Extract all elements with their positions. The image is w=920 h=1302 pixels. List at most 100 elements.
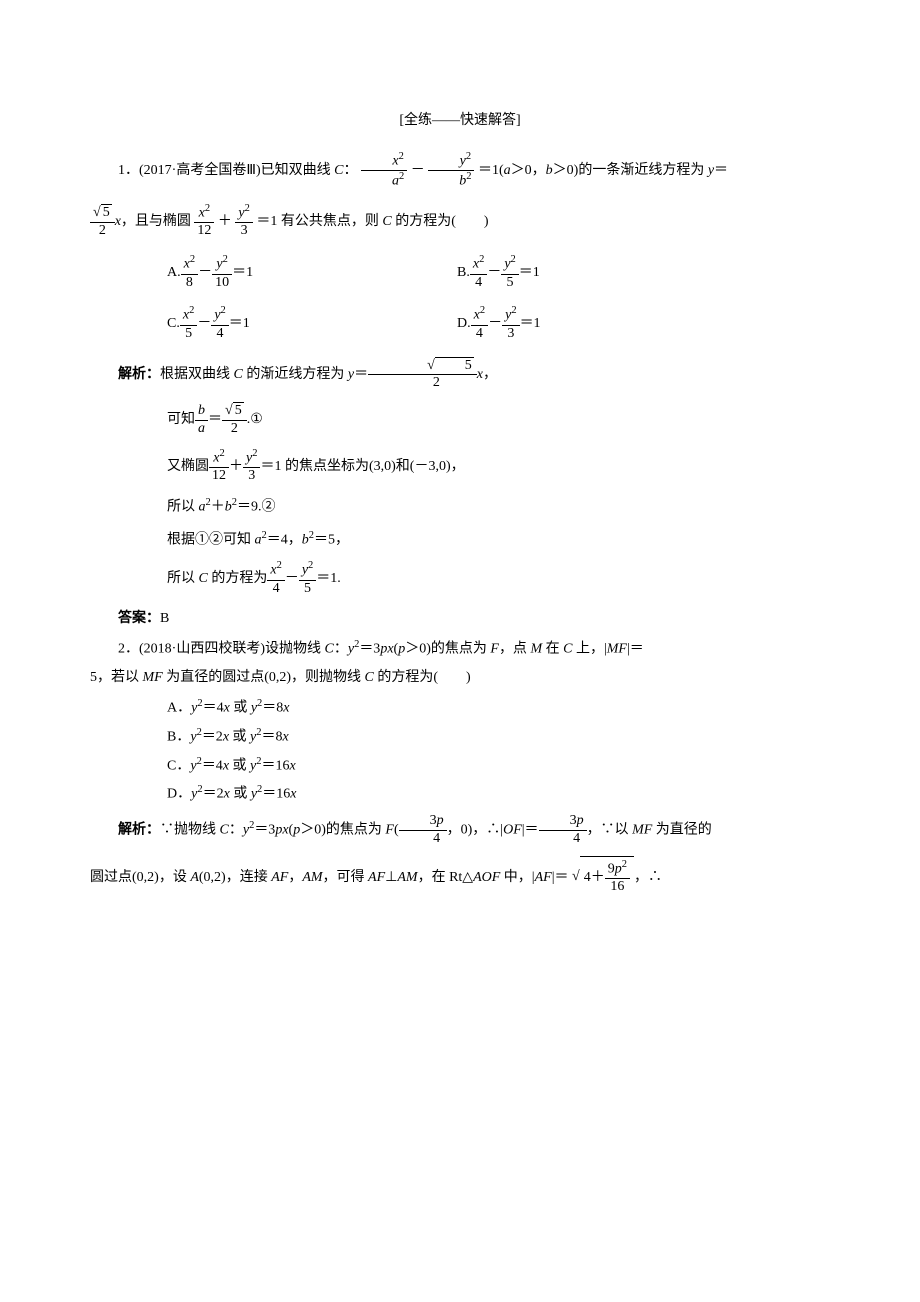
var-C: C: [234, 367, 243, 382]
var-x: x: [283, 701, 289, 716]
q2-stem-line1: 2．(2018·山西四校联考)设抛物线 C：y2＝3px(p＞0)的焦点为 F，…: [90, 637, 830, 660]
opt-C: C.x25－y24＝1: [167, 305, 457, 342]
text: ＝8: [262, 730, 283, 745]
var-px: px: [275, 822, 288, 837]
text: |＝: [552, 869, 569, 884]
text: ，点: [499, 641, 531, 656]
eq: ＝1: [232, 265, 253, 280]
text: ，: [288, 869, 302, 884]
text: ，在 Rt△: [418, 869, 474, 884]
text: 上，|: [572, 641, 606, 656]
opt-B: B.x24－y25＝1: [457, 254, 540, 291]
text: ⊥: [385, 869, 397, 884]
frac: x212: [209, 448, 229, 485]
var-MF: MF: [143, 670, 163, 685]
var-a: a: [504, 163, 511, 178]
text: ，∵以: [587, 822, 633, 837]
opt-label: C.: [167, 316, 180, 331]
opt-D: D.x24－y23＝1: [457, 305, 541, 342]
text: ＝2: [202, 730, 223, 745]
minus: －: [487, 265, 501, 280]
q2-stem-line2: 5，若以 MF 为直径的圆过点(0,2)，则抛物线 C 的方程为( ): [90, 667, 830, 688]
text: ＋: [211, 500, 225, 515]
var-AF: AF: [271, 869, 288, 884]
opt-label: B.: [457, 265, 470, 280]
text: ：: [229, 822, 243, 837]
var-MF: MF: [632, 822, 652, 837]
ans-label: 答案：: [118, 611, 160, 626]
text: ∵抛物线: [160, 822, 220, 837]
opt-label: A.: [167, 265, 181, 280]
frac: x24: [267, 560, 284, 597]
var-b: b: [302, 532, 309, 547]
text: 或: [229, 730, 250, 745]
var-AF: AF: [535, 869, 552, 884]
q2-opt-C: C．y2＝4x 或 y2＝16x: [167, 754, 830, 777]
var-AM: AM: [397, 869, 417, 884]
text: ＝8: [262, 701, 283, 716]
text: ：: [334, 641, 348, 656]
frac-y2-b2: y2b2: [428, 151, 474, 191]
q1-text: ＞0)的一条渐近线方程为: [553, 163, 708, 178]
q1-sol-2: 可知ba＝52.①: [167, 402, 830, 438]
q1-text: 1．(2017·高考全国卷Ⅲ)已知双曲线: [118, 163, 334, 178]
frac: 52: [368, 357, 477, 393]
q1-options: A.x28－y210＝1 B.x24－y25＝1 C.x25－y24＝1 D.x…: [167, 254, 830, 343]
text: 所以: [167, 571, 199, 586]
text: 5，若以: [90, 670, 143, 685]
q2-sol-2: 圆过点(0,2)，设 A(0,2)，连接 AF，AM，可得 AF⊥AM，在 Rt…: [90, 856, 830, 898]
var-a: a: [255, 532, 262, 547]
minus: －: [197, 316, 211, 331]
frac-3p-4: 3p4: [399, 813, 447, 848]
var-a: a: [199, 500, 206, 515]
text: 的方程为( ): [374, 670, 471, 685]
text: 又椭圆: [167, 459, 209, 474]
text: 圆过点(0,2)，设: [90, 869, 190, 884]
text: 为直径的: [652, 822, 712, 837]
q1-stem-line1: 1．(2017·高考全国卷Ⅲ)已知双曲线 C： x2a2 － y2b2 ＝1(a…: [90, 151, 830, 191]
text: 根据双曲线: [160, 367, 234, 382]
text: ＝4: [203, 701, 224, 716]
text: 中，|: [500, 869, 534, 884]
minus: －: [411, 163, 425, 178]
var-C: C: [325, 641, 334, 656]
var-px: px: [380, 641, 393, 656]
frac: y23: [243, 448, 260, 485]
text: ＋: [229, 459, 243, 474]
text: A．: [167, 701, 191, 716]
q1-text: ：: [343, 163, 357, 178]
text: ，: [483, 367, 497, 382]
var-OF: OF: [503, 822, 522, 837]
text: －: [285, 571, 299, 586]
frac-3p-4: 3p4: [539, 813, 587, 848]
frac: x25: [180, 305, 197, 342]
var-F: F: [385, 822, 394, 837]
ans: B: [160, 611, 169, 626]
text: 为直径的圆过点(0,2)，则抛物线: [163, 670, 365, 685]
frac: y25: [299, 560, 316, 597]
text: ＝1 的焦点坐标为(3,0)和(－3,0)，: [260, 459, 464, 474]
text: 或: [230, 787, 251, 802]
frac: x24: [470, 254, 487, 291]
var-AM: AM: [302, 869, 322, 884]
text: ＝4，: [267, 532, 302, 547]
q1-text: ＝1(: [478, 163, 504, 178]
text: ＞0)的焦点为: [300, 822, 385, 837]
text: ＝16: [262, 758, 290, 773]
var-F: F: [490, 641, 499, 656]
text: 所以: [167, 500, 199, 515]
text: ＝3: [359, 641, 380, 656]
frac: y25: [501, 254, 518, 291]
text: |＝: [522, 822, 539, 837]
section-title: [全练——快速解答]: [90, 110, 830, 131]
text: 根据①②可知: [167, 532, 255, 547]
frac-x2-12: x212: [194, 203, 214, 240]
frac-y2-3: y23: [235, 203, 252, 240]
q1-sol-3: 又椭圆x212＋y23＝1 的焦点坐标为(3,0)和(－3,0)，: [167, 448, 830, 485]
text: ＝2: [203, 787, 224, 802]
eq: ＝1: [519, 265, 540, 280]
opt-A: A.x28－y210＝1: [167, 254, 457, 291]
text: D．: [167, 787, 191, 802]
var-C: C: [365, 670, 374, 685]
text: ＝9.②: [237, 500, 276, 515]
